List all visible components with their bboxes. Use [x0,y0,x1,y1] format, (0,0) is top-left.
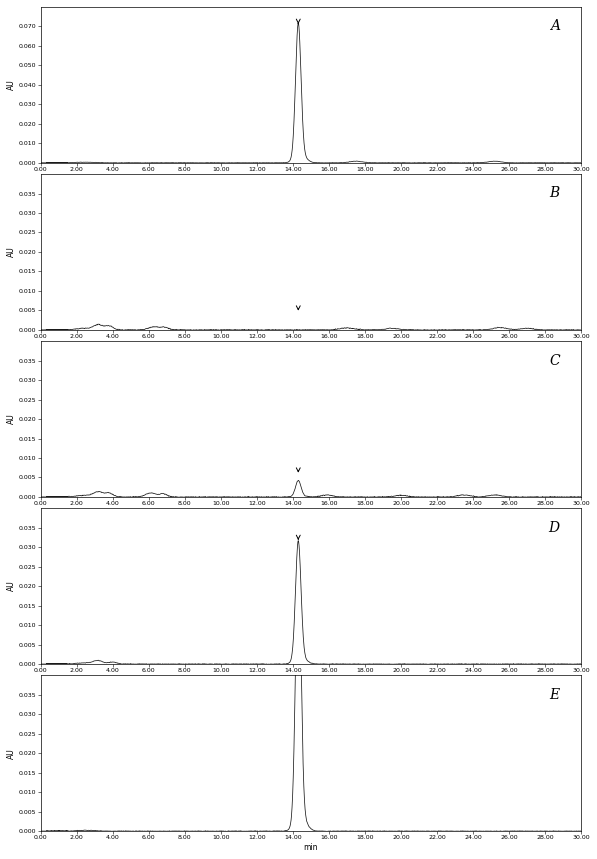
Text: E: E [549,688,559,702]
Y-axis label: AU: AU [7,581,16,592]
Text: A: A [550,20,559,34]
Y-axis label: AU: AU [7,247,16,258]
Text: D: D [549,521,559,534]
Y-axis label: AU: AU [7,80,16,90]
Y-axis label: AU: AU [7,748,16,758]
Text: C: C [549,354,559,368]
X-axis label: min: min [304,843,318,852]
Text: B: B [549,186,559,200]
Y-axis label: AU: AU [7,414,16,424]
